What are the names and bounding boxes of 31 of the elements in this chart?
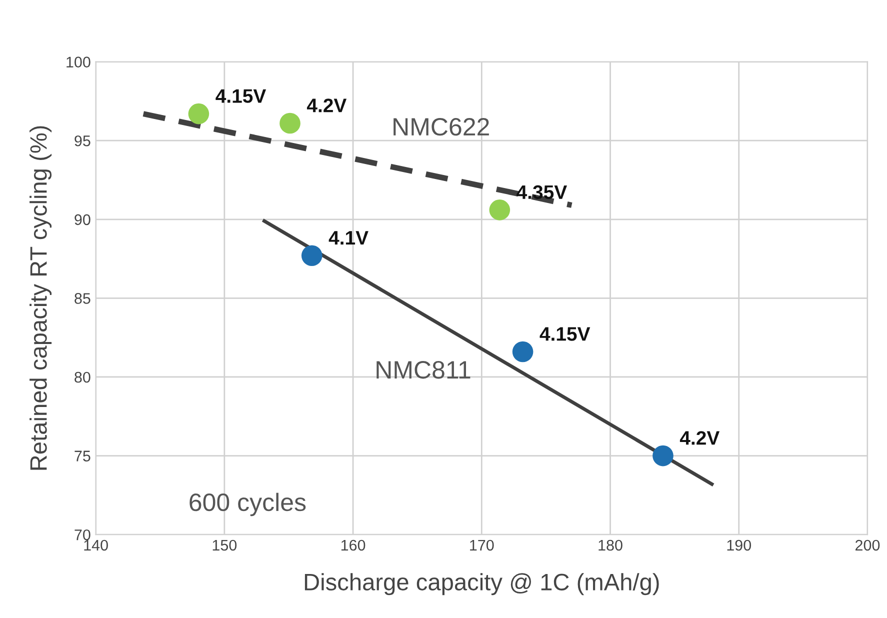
x-tick-label: 190 xyxy=(727,540,752,551)
x-axis-title: Discharge capacity @ 1C (mAh/g) xyxy=(304,573,659,596)
point xyxy=(280,112,300,134)
annotation: 4.15V xyxy=(540,327,590,341)
point xyxy=(188,103,210,124)
annotation: 4.2V xyxy=(306,98,347,112)
x-tick-label: 140 xyxy=(84,540,108,551)
y-tick-label: 85 xyxy=(74,293,90,304)
y-tick-label: 75 xyxy=(74,450,90,462)
series-label: NMC811 xyxy=(376,361,470,379)
annotation: 4.2V xyxy=(680,431,720,445)
y-tick-label: 70 xyxy=(74,529,90,540)
y-tick-label: 90 xyxy=(74,214,90,226)
x-tick-label: 160 xyxy=(341,540,366,551)
annotation: 4.15V xyxy=(216,89,266,103)
annotation: 4.1V xyxy=(328,231,368,245)
annotation: 4.35V xyxy=(516,185,567,200)
point xyxy=(512,341,534,362)
x-tick-label: 200 xyxy=(856,540,880,551)
y-tick-label: 100 xyxy=(66,56,90,68)
annotation: 600 cycles xyxy=(190,492,306,516)
y-tick-label: 80 xyxy=(74,372,90,383)
x-tick-label: 180 xyxy=(598,540,622,551)
y-tick-label: 95 xyxy=(74,135,90,146)
series-label: NMC622 xyxy=(394,118,489,136)
x-tick-label: 150 xyxy=(212,540,237,551)
point xyxy=(652,445,674,466)
x-tick-label: 170 xyxy=(470,540,494,551)
y-axis-title: Retained capacity RT cycling (%) xyxy=(30,126,52,470)
point xyxy=(489,200,510,220)
point xyxy=(301,245,322,266)
